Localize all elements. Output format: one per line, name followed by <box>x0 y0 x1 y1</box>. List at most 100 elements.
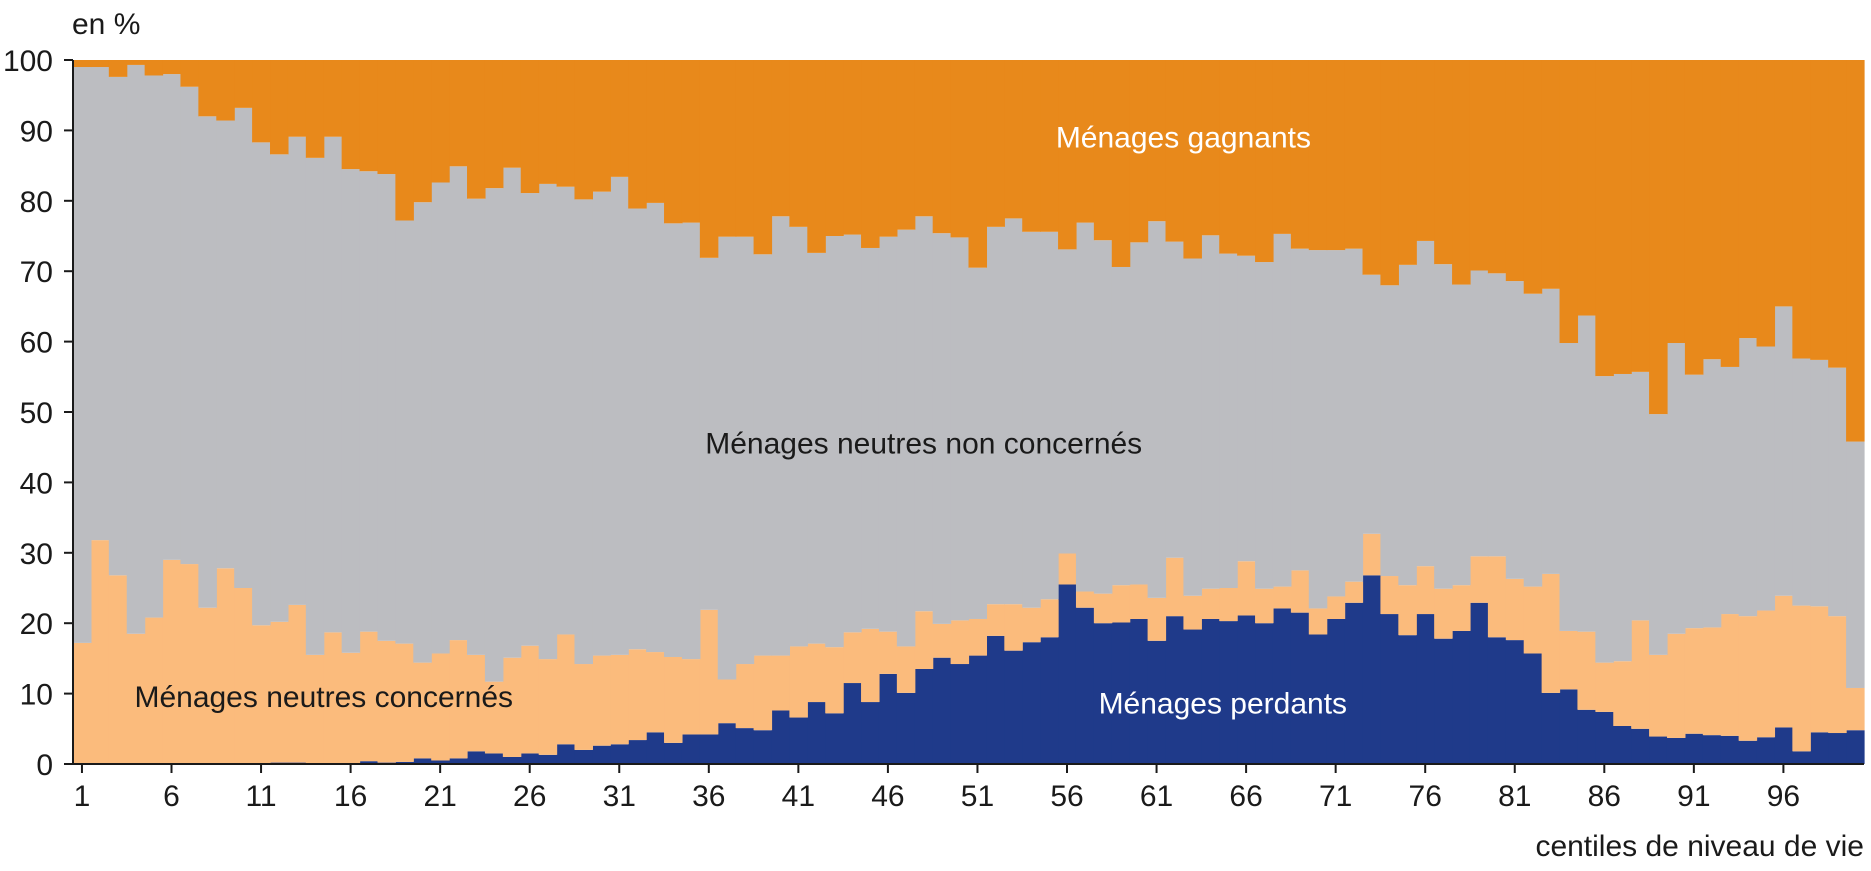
area-segment <box>825 647 844 714</box>
area-segment <box>1666 633 1686 738</box>
area-segment <box>377 640 396 763</box>
area-segment <box>1398 264 1417 586</box>
area-segment <box>843 60 862 235</box>
area-segment <box>664 60 683 224</box>
area-segment <box>1577 315 1596 632</box>
area-segment <box>1183 258 1202 596</box>
area-segment <box>664 656 683 743</box>
area-segment <box>1810 732 1829 764</box>
area-segment <box>467 198 486 655</box>
area-segment <box>1684 60 1704 375</box>
area-segment <box>234 588 253 764</box>
area-segment <box>1147 60 1167 222</box>
area-segment <box>681 60 701 223</box>
area-segment <box>1505 281 1525 579</box>
area-segment <box>1362 60 1382 275</box>
area-segment <box>1846 441 1865 688</box>
area-segment <box>467 60 486 199</box>
x-tick-label: 16 <box>334 780 367 813</box>
area-segment <box>1326 596 1346 619</box>
area-segment <box>1165 616 1185 764</box>
area-segment <box>1004 604 1023 651</box>
area-segment <box>1505 578 1525 641</box>
area-segment <box>1523 60 1543 294</box>
area-segment <box>1828 60 1847 368</box>
area-segment <box>1075 222 1095 592</box>
area-segment <box>305 654 325 764</box>
area-segment <box>1792 358 1811 606</box>
area-segment <box>1846 687 1865 731</box>
area-segment <box>681 222 701 660</box>
area-segment <box>1649 414 1668 655</box>
area-segment <box>628 208 647 650</box>
area-segment <box>914 216 934 612</box>
area-segment <box>1828 733 1847 764</box>
area-segment <box>1416 566 1435 615</box>
area-segment <box>180 564 199 764</box>
area-segment <box>1774 306 1793 596</box>
area-segment <box>1075 607 1095 764</box>
area-segment <box>90 67 110 541</box>
plot-areas <box>73 60 1865 764</box>
area-segment <box>610 744 629 764</box>
area-segment <box>1452 585 1471 631</box>
area-segment <box>1577 631 1596 710</box>
area-segment <box>861 628 880 703</box>
area-segment <box>1326 250 1346 597</box>
area-segment <box>646 60 665 203</box>
area-segment <box>1756 60 1776 347</box>
area-segment <box>467 654 486 752</box>
y-tick-label: 80 <box>20 186 53 219</box>
area-segment <box>592 191 611 656</box>
area-segment <box>449 166 468 641</box>
area-segment <box>592 60 611 192</box>
area-segment <box>1595 60 1614 377</box>
area-segment <box>1487 273 1507 557</box>
x-tick-label: 81 <box>1498 780 1531 813</box>
area-segment <box>1595 376 1614 663</box>
y-tick-label: 30 <box>20 538 53 571</box>
area-segment <box>1255 588 1274 624</box>
area-segment <box>1344 248 1364 582</box>
x-tick-label: 21 <box>423 780 456 813</box>
area-segment <box>1022 607 1041 643</box>
area-segment <box>1040 231 1059 600</box>
area-segment <box>1183 629 1202 764</box>
area-segment <box>896 60 916 230</box>
y-axis-title: en % <box>72 8 140 41</box>
area-segment <box>574 664 593 750</box>
area-segment <box>1093 60 1113 241</box>
area-segment <box>1469 556 1489 603</box>
area-segment <box>556 186 576 635</box>
area-segment <box>878 631 898 674</box>
area-segment <box>359 171 379 632</box>
y-tick-label: 40 <box>20 467 53 500</box>
area-segment <box>270 60 289 155</box>
area-segment <box>1308 250 1328 609</box>
area-segment <box>1810 606 1829 733</box>
area-segment <box>484 681 504 754</box>
area-segment <box>592 655 611 746</box>
area-segment <box>1720 614 1740 736</box>
area-segment <box>126 633 146 764</box>
area-segment <box>1738 740 1758 764</box>
area-segment <box>1111 266 1131 586</box>
x-tick-label: 71 <box>1319 780 1352 813</box>
area-segment <box>771 60 790 217</box>
area-segment <box>1183 60 1202 259</box>
area-segment <box>431 60 450 183</box>
area-segment <box>431 653 450 761</box>
area-segment <box>574 749 593 764</box>
area-segment <box>1487 637 1507 764</box>
area-segment <box>1792 751 1811 764</box>
x-tick-label: 36 <box>692 780 725 813</box>
area-segment <box>914 60 934 217</box>
area-segment <box>1219 253 1238 588</box>
area-segment <box>1828 616 1847 734</box>
area-segment <box>1075 591 1095 608</box>
area-segment <box>90 60 110 68</box>
area-segment <box>896 646 916 693</box>
area-segment <box>520 645 540 754</box>
area-segment <box>1362 533 1382 576</box>
